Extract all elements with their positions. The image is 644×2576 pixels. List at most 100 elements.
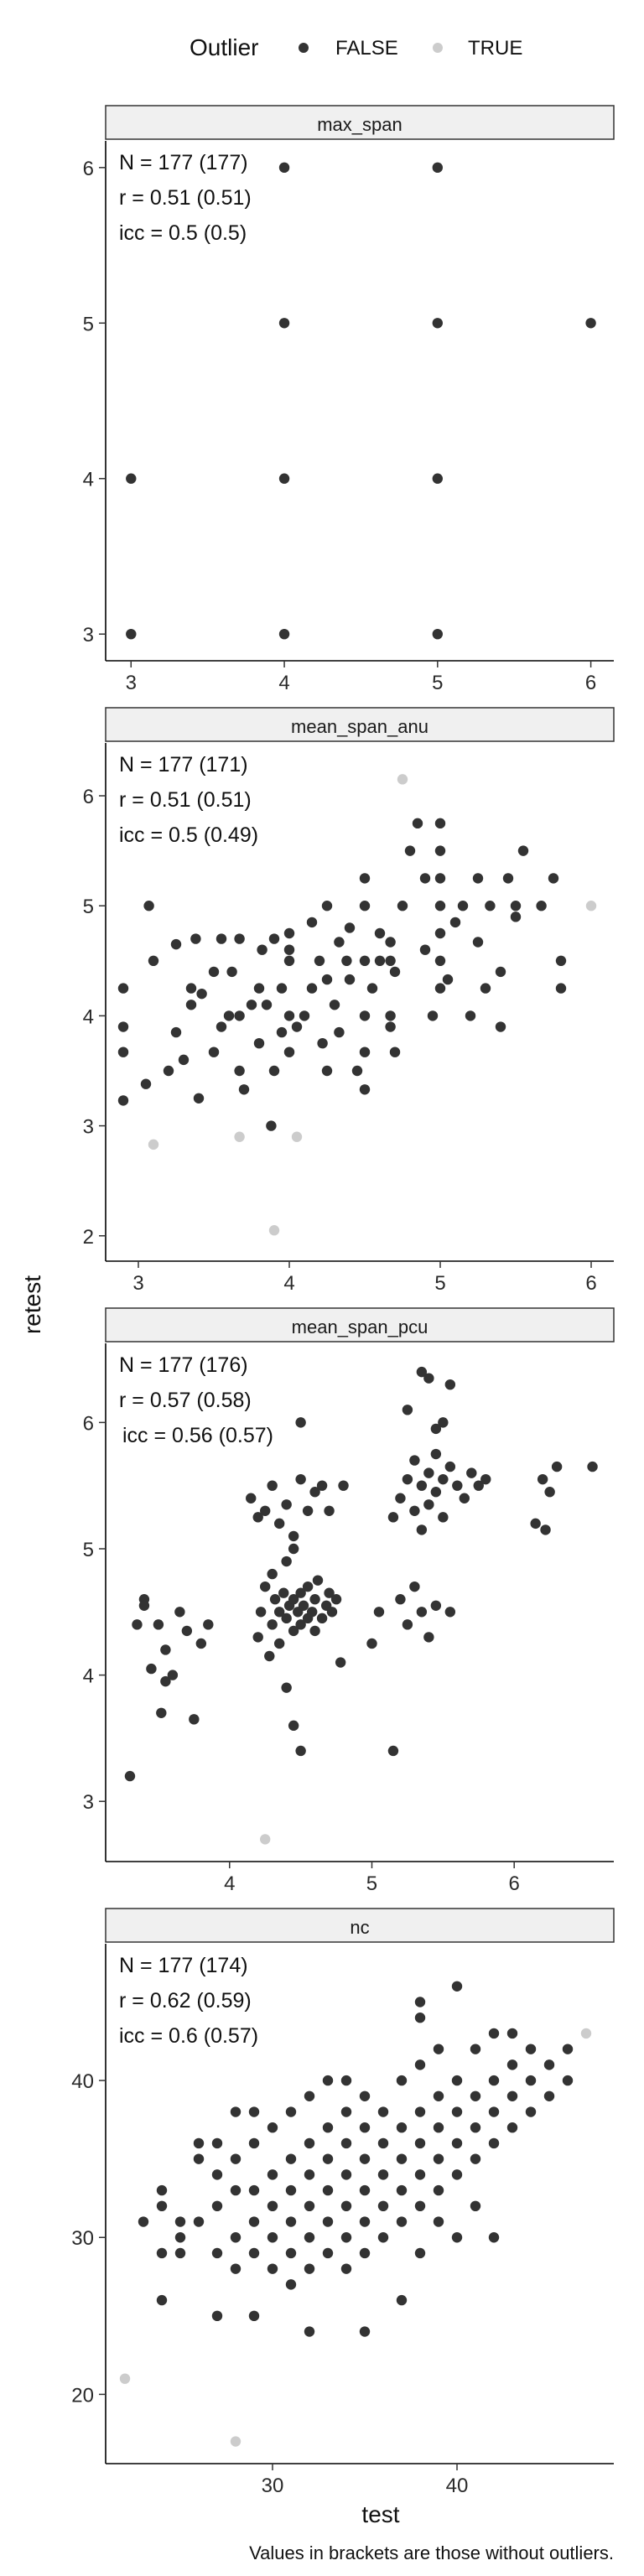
data-point (472, 937, 484, 948)
data-point (267, 1568, 278, 1580)
y-tick-label: 2 (83, 1226, 94, 1249)
data-point (178, 1054, 190, 1066)
data-point (359, 873, 371, 884)
x-tick-label: 5 (432, 672, 443, 694)
data-point (430, 1600, 442, 1611)
data-point (432, 162, 444, 174)
data-point (174, 2216, 186, 2227)
data-point (234, 1010, 245, 1021)
data-point (267, 2263, 278, 2274)
data-point (124, 1770, 136, 1782)
data-point-outlier (260, 1834, 271, 1845)
data-point (230, 2153, 242, 2164)
facet-strip (105, 1908, 615, 1943)
data-point (385, 937, 396, 948)
caption: Values in brackets are those without out… (249, 2542, 614, 2563)
data-point (506, 2059, 518, 2070)
y-tick-label: 6 (83, 158, 94, 180)
data-point (322, 2216, 334, 2227)
data-point (248, 2310, 260, 2322)
data-point (340, 2200, 352, 2212)
data-point (306, 917, 318, 928)
data-point (414, 2059, 426, 2070)
data-point (309, 1487, 320, 1498)
data-point (385, 1021, 396, 1032)
data-point (285, 2106, 297, 2117)
data-point (419, 873, 431, 884)
data-point (396, 2075, 408, 2086)
facet-strip-label: max_span (317, 114, 402, 135)
data-point (138, 2216, 149, 2227)
stat-annotation: icc = 0.5 (0.49) (119, 823, 258, 847)
data-point-outlier (268, 1225, 280, 1236)
data-point (195, 1638, 207, 1649)
data-point (306, 983, 318, 994)
data-point (374, 927, 386, 939)
x-tick-label: 4 (283, 1272, 294, 1295)
data-point (451, 2137, 463, 2149)
data-point (374, 955, 386, 967)
data-point (530, 1518, 541, 1530)
data-point (470, 2090, 481, 2101)
data-point (248, 2137, 260, 2149)
data-point (525, 2106, 537, 2117)
data-point (267, 1619, 278, 1630)
data-point (321, 1065, 333, 1077)
data-point (409, 1581, 420, 1592)
data-point (278, 162, 290, 174)
data-point (432, 318, 444, 329)
data-point (316, 1480, 328, 1491)
data-point-outlier (148, 1139, 159, 1150)
data-point (466, 1467, 477, 1478)
data-point (495, 966, 506, 978)
data-point (395, 1493, 406, 1504)
data-point (351, 1065, 363, 1077)
data-point (402, 1619, 413, 1630)
data-point (260, 1581, 271, 1592)
data-point (283, 927, 295, 939)
data-point (430, 1423, 442, 1435)
data-point (412, 818, 423, 829)
data-point (314, 955, 325, 967)
data-point (359, 1084, 371, 1095)
data-point (211, 2200, 223, 2212)
y-tick-label: 5 (83, 896, 94, 918)
data-point (548, 873, 559, 884)
stat-annotation: r = 0.62 (0.59) (119, 1989, 252, 2012)
data-point (396, 2216, 408, 2227)
data-point (156, 2294, 168, 2306)
data-point (414, 2169, 426, 2180)
data-point (506, 2028, 518, 2039)
data-point (273, 1518, 285, 1530)
data-point (253, 983, 265, 994)
x-tick-label: 5 (366, 1872, 377, 1895)
data-point (340, 2232, 352, 2243)
data-point (340, 2075, 352, 2086)
data-point (377, 2169, 389, 2180)
data-point (414, 2106, 426, 2117)
data-point (416, 1607, 428, 1618)
data-point (304, 2090, 315, 2101)
data-point (473, 1480, 484, 1491)
data-point (273, 1607, 285, 1618)
data-point (268, 1065, 280, 1077)
data-point (298, 1600, 309, 1611)
data-point (246, 1493, 257, 1504)
data-point (117, 1021, 129, 1032)
data-point (366, 983, 378, 994)
y-tick-label: 6 (83, 1412, 94, 1435)
data-point (276, 1026, 288, 1038)
data-point (389, 966, 401, 978)
data-point (396, 2294, 408, 2306)
data-point (170, 1026, 182, 1038)
data-point (373, 1607, 385, 1618)
facet-strip-label: mean_span_anu (291, 716, 428, 737)
data-point (295, 1473, 306, 1485)
data-point (344, 922, 356, 933)
data-point (288, 1594, 299, 1605)
data-point (288, 1720, 299, 1732)
data-point (377, 2200, 389, 2212)
data-point (156, 2200, 168, 2212)
data-point (307, 1607, 318, 1618)
data-point (359, 901, 371, 911)
